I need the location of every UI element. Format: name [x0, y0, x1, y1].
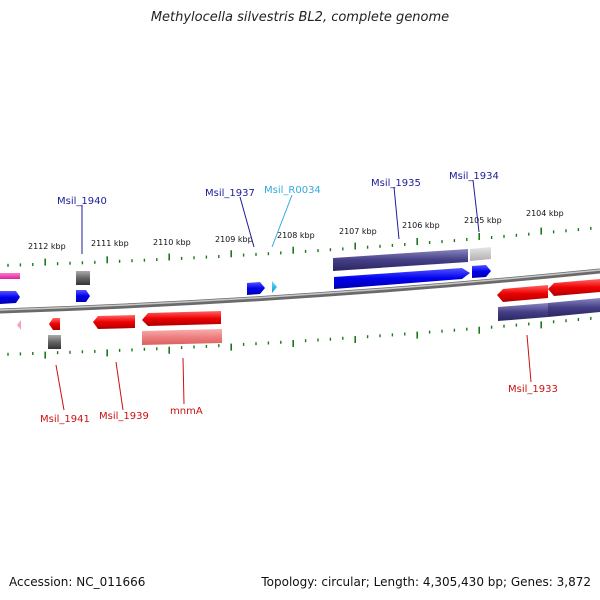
- gene-arrow-forward: [76, 290, 90, 302]
- feature-bar: [498, 303, 548, 321]
- feature-bar: [548, 298, 600, 317]
- leader-line: [526, 334, 532, 383]
- kbp-label: 2106 kbp: [402, 221, 440, 230]
- gene-arrow-reverse: [548, 279, 600, 296]
- leader-line: [239, 196, 255, 248]
- gene-label: mnmA: [170, 406, 203, 417]
- kbp-label: 2112 kbp: [28, 242, 66, 251]
- kbp-label: 2108 kbp: [277, 231, 315, 240]
- tick-marks-outer: [7, 226, 592, 267]
- leader-line: [271, 194, 293, 248]
- kbp-label: 2107 kbp: [339, 227, 377, 236]
- feature-bar: [333, 249, 468, 271]
- kbp-labels: 2112 kbp 2111 kbp 2110 kbp 2109 kbp 2108…: [28, 209, 564, 251]
- gene-label: Msil_R0034: [264, 185, 321, 196]
- leader-line: [182, 357, 185, 405]
- gene-arrow-reverse: [49, 318, 60, 330]
- reverse-annotation-track: [48, 298, 600, 349]
- tick-marks-inner: [7, 316, 592, 359]
- feature-bar: [0, 273, 20, 279]
- gene-arrow-reverse: [142, 311, 221, 326]
- kbp-label: 2110 kbp: [153, 238, 191, 247]
- topology-text: Topology: circular; Length: 4,305,430 bp…: [261, 575, 591, 589]
- kbp-label: 2109 kbp: [215, 235, 253, 244]
- leader-line: [393, 186, 400, 240]
- leader-lines: [55, 179, 532, 411]
- gene-label: Msil_1941: [40, 414, 90, 425]
- map-title: Methylocella silvestris BL2, complete ge…: [150, 10, 450, 25]
- feature-bar: [142, 329, 222, 345]
- forward-annotation-track: [0, 247, 491, 285]
- genome-backbone: [0, 268, 600, 314]
- gene-label: Msil_1935: [371, 178, 421, 189]
- accession-text: Accession: NC_011666: [9, 575, 146, 589]
- gene-label: Msil_1940: [57, 196, 107, 207]
- gene-label: Msil_1939: [99, 411, 149, 422]
- leader-line: [472, 179, 480, 233]
- gene-arrow-forward: [334, 268, 470, 289]
- gene-arrow-reverse: [497, 285, 548, 302]
- kbp-label: 2104 kbp: [526, 209, 564, 218]
- kbp-label: 2111 kbp: [91, 239, 129, 248]
- forward-cds-track: [0, 265, 491, 304]
- gene-arrow-forward: [247, 282, 265, 295]
- gene-labels: Msil_1940 Msil_1937 Msil_R0034 Msil_1935…: [40, 171, 558, 425]
- gene-arrow-reverse: [17, 320, 21, 330]
- gene-arrow-forward: [0, 291, 20, 304]
- feature-bar: [48, 335, 61, 349]
- gene-label: Msil_1934: [449, 171, 499, 182]
- gene-label: Msil_1933: [508, 384, 558, 395]
- gene-label: Msil_1937: [205, 188, 255, 199]
- gene-arrow-forward: [472, 265, 491, 278]
- leader-line: [115, 361, 124, 411]
- feature-bar: [76, 271, 90, 285]
- leader-line: [55, 364, 65, 411]
- reverse-cds-track: [17, 279, 600, 330]
- trna-arrow: [272, 281, 277, 293]
- kbp-label: 2105 kbp: [464, 216, 502, 225]
- genome-backbone-highlight: [0, 269, 600, 311]
- gene-arrow-reverse: [93, 315, 135, 329]
- feature-bar: [470, 247, 491, 261]
